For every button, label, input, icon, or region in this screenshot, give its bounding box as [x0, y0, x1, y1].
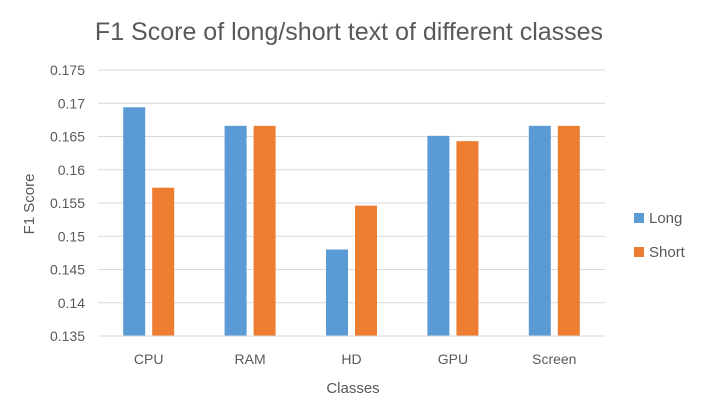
- bar-short-gpu: [456, 141, 479, 336]
- y-axis-ticks: 0.135 0.14 0.145 0.15 0.155 0.16 0.165 0.17 0.17…: [50, 62, 85, 344]
- x-axis-title: Classes: [326, 380, 379, 397]
- legend-swatch-long: [634, 213, 644, 223]
- x-tick-label: HD: [341, 351, 361, 367]
- y-tick-label: 0.15: [58, 228, 85, 244]
- bar-short-ram: [253, 125, 276, 336]
- y-tick-label: 0.16: [58, 162, 85, 178]
- bar-short-screen: [557, 125, 580, 336]
- y-tick-label: 0.175: [50, 62, 85, 78]
- legend-label-short: Short: [649, 244, 686, 261]
- x-tick-label: RAM: [235, 351, 266, 367]
- bar-short-cpu: [152, 187, 175, 336]
- x-axis-ticks: CPU RAM HD GPU Screen: [134, 351, 577, 367]
- y-tick-label: 0.135: [50, 328, 85, 344]
- y-tick-label: 0.145: [50, 262, 85, 278]
- y-tick-label: 0.155: [50, 195, 85, 211]
- x-tick-label: Screen: [532, 351, 576, 367]
- x-tick-label: GPU: [438, 351, 468, 367]
- bars: [123, 107, 580, 337]
- legend-label-long: Long: [649, 210, 682, 227]
- y-tick-label: 0.17: [58, 95, 85, 111]
- y-tick-label: 0.165: [50, 129, 85, 145]
- chart-title: F1 Score of long/short text of different…: [95, 18, 603, 46]
- y-axis-title: F1 Score: [21, 174, 38, 235]
- bar-long-gpu: [427, 135, 450, 336]
- y-tick-label: 0.14: [58, 295, 85, 311]
- gridlines: [98, 69, 605, 304]
- bar-short-hd: [355, 205, 377, 336]
- bar-long-cpu: [123, 107, 146, 337]
- bar-long-ram: [224, 125, 247, 336]
- bar-long-screen: [528, 125, 551, 336]
- legend-swatch-short: [634, 247, 644, 257]
- legend: Long Short: [634, 210, 686, 261]
- bar-long-hd: [326, 249, 348, 336]
- x-tick-label: CPU: [134, 351, 164, 367]
